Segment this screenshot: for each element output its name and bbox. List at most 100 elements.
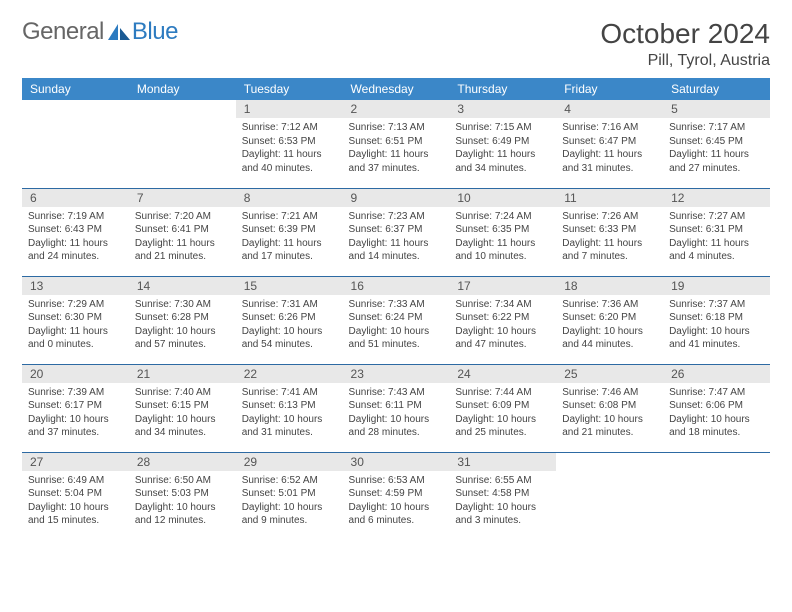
daylight-text: Daylight: 11 hours and 21 minutes. [135, 237, 230, 264]
day-details: Sunrise: 7:39 AMSunset: 6:17 PMDaylight:… [22, 383, 129, 444]
day-details: Sunrise: 7:30 AMSunset: 6:28 PMDaylight:… [129, 295, 236, 356]
sunrise-text: Sunrise: 7:15 AM [455, 121, 550, 135]
day-details: Sunrise: 7:19 AMSunset: 6:43 PMDaylight:… [22, 207, 129, 268]
calendar-row: 13Sunrise: 7:29 AMSunset: 6:30 PMDayligh… [22, 276, 770, 364]
calendar-cell: 28Sunrise: 6:50 AMSunset: 5:03 PMDayligh… [129, 452, 236, 540]
calendar-cell: 8Sunrise: 7:21 AMSunset: 6:39 PMDaylight… [236, 188, 343, 276]
sunrise-text: Sunrise: 6:53 AM [349, 474, 444, 488]
daylight-text: Daylight: 10 hours and 31 minutes. [242, 413, 337, 440]
calendar-row: 27Sunrise: 6:49 AMSunset: 5:04 PMDayligh… [22, 452, 770, 540]
logo: General Blue [22, 18, 178, 46]
day-number: 27 [22, 453, 129, 471]
day-number [129, 100, 236, 118]
sunset-text: Sunset: 6:43 PM [28, 223, 123, 237]
day-number: 1 [236, 100, 343, 118]
day-number [556, 453, 663, 471]
calendar-cell: 30Sunrise: 6:53 AMSunset: 4:59 PMDayligh… [343, 452, 450, 540]
day-number: 2 [343, 100, 450, 118]
day-details: Sunrise: 7:12 AMSunset: 6:53 PMDaylight:… [236, 118, 343, 179]
calendar-cell: 4 Sunrise: 7:16 AMSunset: 6:47 PMDaylight… [556, 100, 663, 188]
day-number: 25 [556, 365, 663, 383]
sunset-text: Sunset: 6:53 PM [242, 135, 337, 149]
daylight-text: Daylight: 10 hours and 28 minutes. [349, 413, 444, 440]
day-details: Sunrise: 6:50 AMSunset: 5:03 PMDaylight:… [129, 471, 236, 532]
day-details: Sunrise: 6:52 AMSunset: 5:01 PMDaylight:… [236, 471, 343, 532]
day-details: Sunrise: 7:33 AMSunset: 6:24 PMDaylight:… [343, 295, 450, 356]
sunrise-text: Sunrise: 7:27 AM [669, 210, 764, 224]
calendar-cell: 22Sunrise: 7:41 AMSunset: 6:13 PMDayligh… [236, 364, 343, 452]
daylight-text: Daylight: 11 hours and 27 minutes. [669, 148, 764, 175]
sunrise-text: Sunrise: 7:21 AM [242, 210, 337, 224]
sunset-text: Sunset: 6:22 PM [455, 311, 550, 325]
calendar-cell: 13Sunrise: 7:29 AMSunset: 6:30 PMDayligh… [22, 276, 129, 364]
calendar-cell: 16Sunrise: 7:33 AMSunset: 6:24 PMDayligh… [343, 276, 450, 364]
day-details: Sunrise: 7:21 AMSunset: 6:39 PMDaylight:… [236, 207, 343, 268]
day-number: 24 [449, 365, 556, 383]
daylight-text: Daylight: 11 hours and 14 minutes. [349, 237, 444, 264]
day-number: 10 [449, 189, 556, 207]
daylight-text: Daylight: 10 hours and 54 minutes. [242, 325, 337, 352]
sunrise-text: Sunrise: 7:16 AM [562, 121, 657, 135]
sunset-text: Sunset: 6:13 PM [242, 399, 337, 413]
sunset-text: Sunset: 6:47 PM [562, 135, 657, 149]
day-number [663, 453, 770, 471]
day-number: 21 [129, 365, 236, 383]
sunrise-text: Sunrise: 7:43 AM [349, 386, 444, 400]
calendar-cell: 21Sunrise: 7:40 AMSunset: 6:15 PMDayligh… [129, 364, 236, 452]
calendar-table: Sunday Monday Tuesday Wednesday Thursday… [22, 78, 770, 540]
sunrise-text: Sunrise: 6:55 AM [455, 474, 550, 488]
calendar-row: 6Sunrise: 7:19 AMSunset: 6:43 PMDaylight… [22, 188, 770, 276]
calendar-cell: 11Sunrise: 7:26 AMSunset: 6:33 PMDayligh… [556, 188, 663, 276]
day-details: Sunrise: 7:34 AMSunset: 6:22 PMDaylight:… [449, 295, 556, 356]
day-details: Sunrise: 7:37 AMSunset: 6:18 PMDaylight:… [663, 295, 770, 356]
calendar-cell: 18Sunrise: 7:36 AMSunset: 6:20 PMDayligh… [556, 276, 663, 364]
calendar-row: 20Sunrise: 7:39 AMSunset: 6:17 PMDayligh… [22, 364, 770, 452]
daylight-text: Daylight: 10 hours and 44 minutes. [562, 325, 657, 352]
calendar-row: 1Sunrise: 7:12 AMSunset: 6:53 PMDaylight… [22, 100, 770, 188]
sunset-text: Sunset: 5:03 PM [135, 487, 230, 501]
day-number: 6 [22, 189, 129, 207]
weekday-header: Tuesday [236, 78, 343, 100]
sunset-text: Sunset: 5:01 PM [242, 487, 337, 501]
day-details: Sunrise: 7:43 AMSunset: 6:11 PMDaylight:… [343, 383, 450, 444]
sunset-text: Sunset: 6:17 PM [28, 399, 123, 413]
daylight-text: Daylight: 10 hours and 12 minutes. [135, 501, 230, 528]
daylight-text: Daylight: 10 hours and 37 minutes. [28, 413, 123, 440]
sunrise-text: Sunrise: 7:37 AM [669, 298, 764, 312]
daylight-text: Daylight: 10 hours and 34 minutes. [135, 413, 230, 440]
day-number: 31 [449, 453, 556, 471]
day-number: 4 [556, 100, 663, 118]
daylight-text: Daylight: 10 hours and 18 minutes. [669, 413, 764, 440]
calendar-cell: 19Sunrise: 7:37 AMSunset: 6:18 PMDayligh… [663, 276, 770, 364]
sunset-text: Sunset: 6:51 PM [349, 135, 444, 149]
daylight-text: Daylight: 10 hours and 15 minutes. [28, 501, 123, 528]
day-number: 15 [236, 277, 343, 295]
daylight-text: Daylight: 11 hours and 24 minutes. [28, 237, 123, 264]
day-details: Sunrise: 7:36 AMSunset: 6:20 PMDaylight:… [556, 295, 663, 356]
sunset-text: Sunset: 6:35 PM [455, 223, 550, 237]
day-details: Sunrise: 6:49 AMSunset: 5:04 PMDaylight:… [22, 471, 129, 532]
day-number: 20 [22, 365, 129, 383]
day-details: Sunrise: 7:17 AMSunset: 6:45 PMDaylight:… [663, 118, 770, 179]
calendar-cell: 26Sunrise: 7:47 AMSunset: 6:06 PMDayligh… [663, 364, 770, 452]
calendar-cell [22, 100, 129, 188]
calendar-cell: 5Sunrise: 7:17 AMSunset: 6:45 PMDaylight… [663, 100, 770, 188]
day-number: 23 [343, 365, 450, 383]
weekday-header: Wednesday [343, 78, 450, 100]
day-number: 22 [236, 365, 343, 383]
calendar-cell: 24Sunrise: 7:44 AMSunset: 6:09 PMDayligh… [449, 364, 556, 452]
logo-text-general: General [22, 18, 104, 46]
sunset-text: Sunset: 6:37 PM [349, 223, 444, 237]
day-details: Sunrise: 7:29 AMSunset: 6:30 PMDaylight:… [22, 295, 129, 356]
sunset-text: Sunset: 6:20 PM [562, 311, 657, 325]
sunset-text: Sunset: 6:39 PM [242, 223, 337, 237]
day-details: Sunrise: 7:47 AMSunset: 6:06 PMDaylight:… [663, 383, 770, 444]
weekday-header: Friday [556, 78, 663, 100]
daylight-text: Daylight: 11 hours and 31 minutes. [562, 148, 657, 175]
daylight-text: Daylight: 10 hours and 51 minutes. [349, 325, 444, 352]
calendar-cell: 23Sunrise: 7:43 AMSunset: 6:11 PMDayligh… [343, 364, 450, 452]
sunrise-text: Sunrise: 7:20 AM [135, 210, 230, 224]
day-number: 13 [22, 277, 129, 295]
calendar-cell: 7Sunrise: 7:20 AMSunset: 6:41 PMDaylight… [129, 188, 236, 276]
daylight-text: Daylight: 11 hours and 17 minutes. [242, 237, 337, 264]
